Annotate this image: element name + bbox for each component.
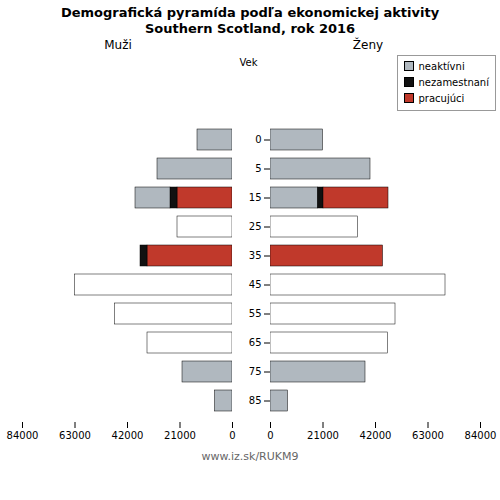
html-text:nezamestnaní: nezamestnaní (418, 77, 489, 88)
html-text:neaktívni: neaktívni (418, 61, 465, 72)
svg-text:45: 45 (249, 279, 262, 290)
svg-text:85: 85 (249, 395, 262, 406)
html-text:Demografická pyramída podľa ek: Demografická pyramída podľa ekonomickej … (60, 5, 440, 20)
svg-text:0: 0 (255, 134, 261, 145)
svg-text:0: 0 (229, 430, 235, 441)
html-text:Muži: Muži (104, 38, 132, 52)
svg-text:25: 25 (249, 221, 262, 232)
svg-text:0: 0 (267, 430, 273, 441)
svg-text:84000: 84000 (7, 430, 39, 441)
svg-text:42000: 42000 (360, 430, 392, 441)
svg-text:15: 15 (249, 192, 262, 203)
svg-text:65: 65 (249, 337, 262, 348)
html-text:Southern Scotland, rok 2016: Southern Scotland, rok 2016 (144, 21, 356, 36)
svg-text:84000: 84000 (465, 430, 497, 441)
svg-text:Vek: Vek (240, 57, 258, 68)
svg-text:21000: 21000 (164, 430, 196, 441)
svg-text:63000: 63000 (59, 430, 91, 441)
svg-text:63000: 63000 (412, 430, 444, 441)
html-text:pracujúci: pracujúci (418, 93, 465, 104)
svg-text:5: 5 (255, 163, 261, 174)
svg-text:35: 35 (249, 250, 262, 261)
svg-text:21000: 21000 (307, 430, 339, 441)
html-text:www.iz.sk/RUKM9: www.iz.sk/RUKM9 (201, 450, 299, 463)
html-text:Ženy: Ženy (352, 38, 384, 52)
svg-text:75: 75 (249, 366, 262, 377)
svg-text:42000: 42000 (112, 430, 144, 441)
svg-text:55: 55 (249, 308, 262, 319)
